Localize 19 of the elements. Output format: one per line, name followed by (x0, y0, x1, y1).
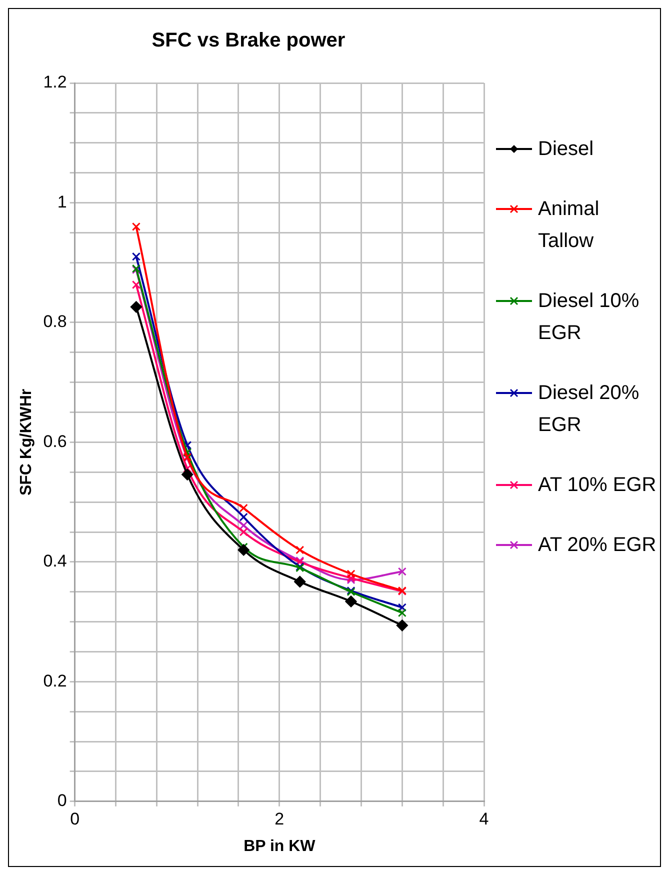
x-tick-label: 2 (274, 809, 284, 828)
x-tick-label: 0 (70, 809, 80, 828)
legend-label: Animal Tallow (538, 197, 600, 254)
legend-label: AT 20% EGR (538, 533, 658, 558)
y-tick-label: 1.2 (43, 72, 67, 92)
y-tick-label: 0.2 (43, 671, 67, 690)
y-tick-label: 0.4 (43, 552, 67, 571)
y-tick-label: 0 (57, 791, 67, 810)
legend-label: Diesel 10% EGR (538, 289, 640, 346)
legend-label: AT 10% EGR (538, 473, 658, 498)
y-tick-label: 0.8 (43, 312, 67, 332)
chart-title: SFC vs Brake power (152, 30, 346, 52)
x-tick-label: 4 (479, 809, 489, 828)
legend-label: Diesel 20% EGR (538, 381, 640, 438)
legend-label: Diesel (538, 137, 595, 162)
y-tick-label: 1 (57, 192, 67, 212)
y-tick-label: 0.6 (43, 432, 67, 451)
y-axis-title: SFC Kg/KWHr (18, 388, 36, 496)
x-axis-title: BP in KW (244, 838, 316, 855)
